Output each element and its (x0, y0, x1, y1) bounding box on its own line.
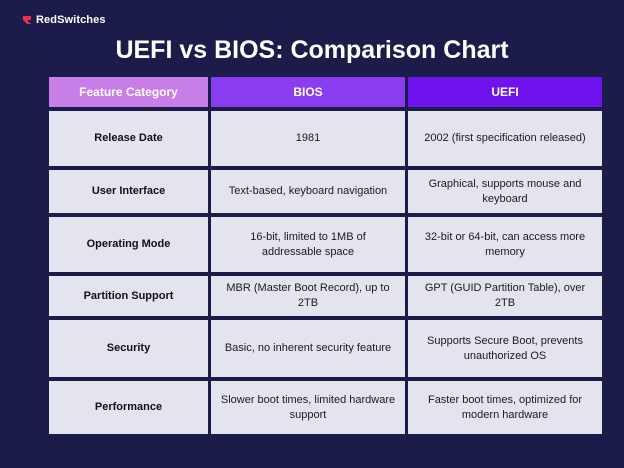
bios-cell: 16-bit, limited to 1MB of addressable sp… (211, 217, 405, 272)
table-row: Security Basic, no inherent security fea… (49, 320, 602, 377)
bios-cell: Basic, no inherent security feature (211, 320, 405, 377)
header-feature-category: Feature Category (49, 77, 208, 107)
bios-cell: Slower boot times, limited hardware supp… (211, 381, 405, 434)
comparison-table: Feature Category BIOS UEFI Release Date … (46, 73, 605, 438)
page-title: UEFI vs BIOS: Comparison Chart (115, 36, 509, 64)
table-row: Partition Support MBR (Master Boot Recor… (49, 276, 602, 316)
header-uefi: UEFI (408, 77, 602, 107)
table-header-row: Feature Category BIOS UEFI (49, 77, 602, 107)
uefi-cell: 2002 (first specification released) (408, 111, 602, 166)
uefi-cell: GPT (GUID Partition Table), over 2TB (408, 276, 602, 316)
table-row: Performance Slower boot times, limited h… (49, 381, 602, 434)
feature-cell: Security (49, 320, 208, 377)
feature-cell: Operating Mode (49, 217, 208, 272)
feature-cell: Release Date (49, 111, 208, 166)
uefi-cell: Supports Secure Boot, prevents unauthori… (408, 320, 602, 377)
brand: RedSwitches (22, 14, 106, 26)
uefi-cell: 32-bit or 64-bit, can access more memory (408, 217, 602, 272)
table-row: Operating Mode 16-bit, limited to 1MB of… (49, 217, 602, 272)
brand-name: RedSwitches (36, 14, 106, 26)
feature-cell: User Interface (49, 170, 208, 213)
uefi-cell: Faster boot times, optimized for modern … (408, 381, 602, 434)
feature-cell: Performance (49, 381, 208, 434)
table-row: User Interface Text-based, keyboard navi… (49, 170, 602, 213)
header-bios: BIOS (211, 77, 405, 107)
feature-cell: Partition Support (49, 276, 208, 316)
table-row: Release Date 1981 2002 (first specificat… (49, 111, 602, 166)
bios-cell: 1981 (211, 111, 405, 166)
bios-cell: Text-based, keyboard navigation (211, 170, 405, 213)
bios-cell: MBR (Master Boot Record), up to 2TB (211, 276, 405, 316)
redswitches-logo-icon (23, 16, 31, 24)
uefi-cell: Graphical, supports mouse and keyboard (408, 170, 602, 213)
